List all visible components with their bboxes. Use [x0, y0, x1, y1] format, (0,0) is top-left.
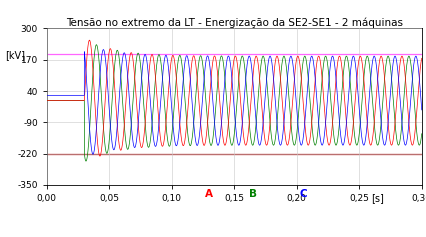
Text: C: C	[299, 189, 307, 199]
Text: B: B	[249, 189, 257, 199]
Text: A: A	[205, 189, 213, 199]
Text: [s]: [s]	[371, 193, 384, 203]
Y-axis label: [kV]: [kV]	[5, 50, 25, 60]
Title: Tensão no extremo da LT - Energização da SE2-SE1 - 2 máquinas: Tensão no extremo da LT - Energização da…	[66, 17, 403, 28]
